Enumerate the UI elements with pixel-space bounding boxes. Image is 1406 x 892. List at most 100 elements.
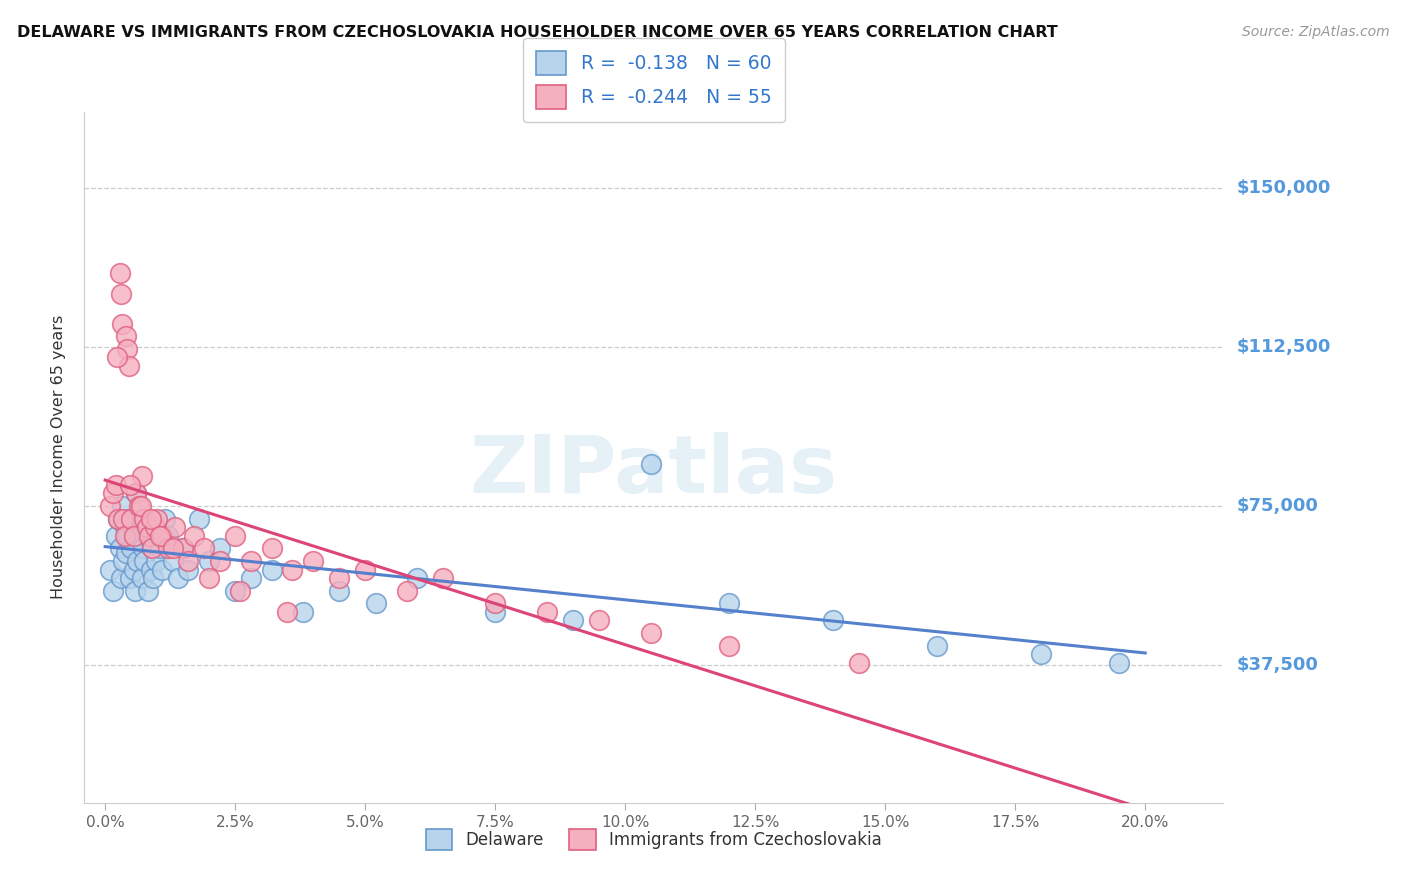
Point <box>588 614 610 628</box>
Point <box>122 562 145 576</box>
Legend: Delaware, Immigrants from Czechoslovakia: Delaware, Immigrants from Czechoslovakia <box>419 822 889 856</box>
Point <box>276 605 298 619</box>
Point <box>98 562 121 576</box>
Point <box>640 626 662 640</box>
Text: $37,500: $37,500 <box>1237 656 1319 674</box>
Point <box>354 562 377 576</box>
Point <box>328 571 350 585</box>
Point <box>149 541 172 556</box>
Point <box>156 528 179 542</box>
Point <box>139 562 162 576</box>
Point <box>150 562 173 576</box>
Point <box>224 528 246 542</box>
Point <box>406 571 429 585</box>
Point <box>105 351 128 365</box>
Point <box>640 457 662 471</box>
Point <box>328 583 350 598</box>
Point <box>120 477 142 491</box>
Point <box>260 541 283 556</box>
Point <box>364 597 387 611</box>
Point <box>127 554 149 568</box>
Point <box>125 486 148 500</box>
Point <box>124 583 146 598</box>
Point <box>134 511 156 525</box>
Point <box>165 520 187 534</box>
Y-axis label: Householder Income Over 65 years: Householder Income Over 65 years <box>51 315 66 599</box>
Point <box>823 614 845 628</box>
Point <box>125 486 148 500</box>
Point <box>536 605 558 619</box>
Point <box>198 571 221 585</box>
Point <box>432 571 454 585</box>
Point <box>172 541 194 556</box>
Point <box>239 571 262 585</box>
Point <box>484 605 506 619</box>
Point <box>1031 648 1053 662</box>
Point <box>122 528 145 542</box>
Text: $112,500: $112,500 <box>1237 338 1331 356</box>
Point <box>172 541 194 556</box>
Point <box>291 605 314 619</box>
Point <box>131 571 153 585</box>
Point <box>134 554 156 568</box>
Point <box>281 562 304 576</box>
Point <box>177 562 200 576</box>
Text: Source: ZipAtlas.com: Source: ZipAtlas.com <box>1241 25 1389 39</box>
Point <box>395 583 418 598</box>
Point <box>718 639 741 653</box>
Point <box>1108 656 1130 670</box>
Point <box>229 583 252 598</box>
Point <box>101 486 124 500</box>
Point <box>101 583 124 598</box>
Point <box>145 554 167 568</box>
Point <box>149 528 172 542</box>
Point <box>120 571 142 585</box>
Point <box>143 520 166 534</box>
Point <box>112 511 135 525</box>
Point <box>143 520 166 534</box>
Point <box>138 528 160 542</box>
Text: $150,000: $150,000 <box>1237 178 1331 197</box>
Point <box>138 511 160 525</box>
Point <box>115 342 138 356</box>
Point <box>141 541 163 556</box>
Point <box>183 528 205 542</box>
Point <box>112 554 135 568</box>
Point <box>120 541 142 556</box>
Point <box>108 266 131 280</box>
Point <box>111 317 134 331</box>
Point <box>135 520 157 534</box>
Point <box>208 554 231 568</box>
Point <box>848 656 870 670</box>
Point <box>484 597 506 611</box>
Point <box>198 554 221 568</box>
Point <box>177 554 200 568</box>
Point <box>108 541 131 556</box>
Point <box>107 511 129 525</box>
Point <box>121 520 143 534</box>
Point <box>115 329 138 343</box>
Point <box>111 499 134 513</box>
Point <box>156 541 179 556</box>
Point <box>136 583 159 598</box>
Point <box>927 639 949 653</box>
Point <box>128 499 150 513</box>
Point <box>114 528 136 542</box>
Point <box>107 511 129 525</box>
Point <box>117 359 139 373</box>
Point <box>131 469 153 483</box>
Point <box>224 583 246 598</box>
Point <box>142 571 165 585</box>
Point <box>146 528 169 542</box>
Point <box>208 541 231 556</box>
Point <box>104 477 127 491</box>
Point <box>114 520 136 534</box>
Point <box>150 528 173 542</box>
Point <box>162 554 184 568</box>
Text: DELAWARE VS IMMIGRANTS FROM CZECHOSLOVAKIA HOUSEHOLDER INCOME OVER 65 YEARS CORR: DELAWARE VS IMMIGRANTS FROM CZECHOSLOVAK… <box>17 25 1057 40</box>
Point <box>131 541 153 556</box>
Point <box>153 511 176 525</box>
Point <box>117 511 139 525</box>
Point <box>135 520 157 534</box>
Point <box>239 554 262 568</box>
